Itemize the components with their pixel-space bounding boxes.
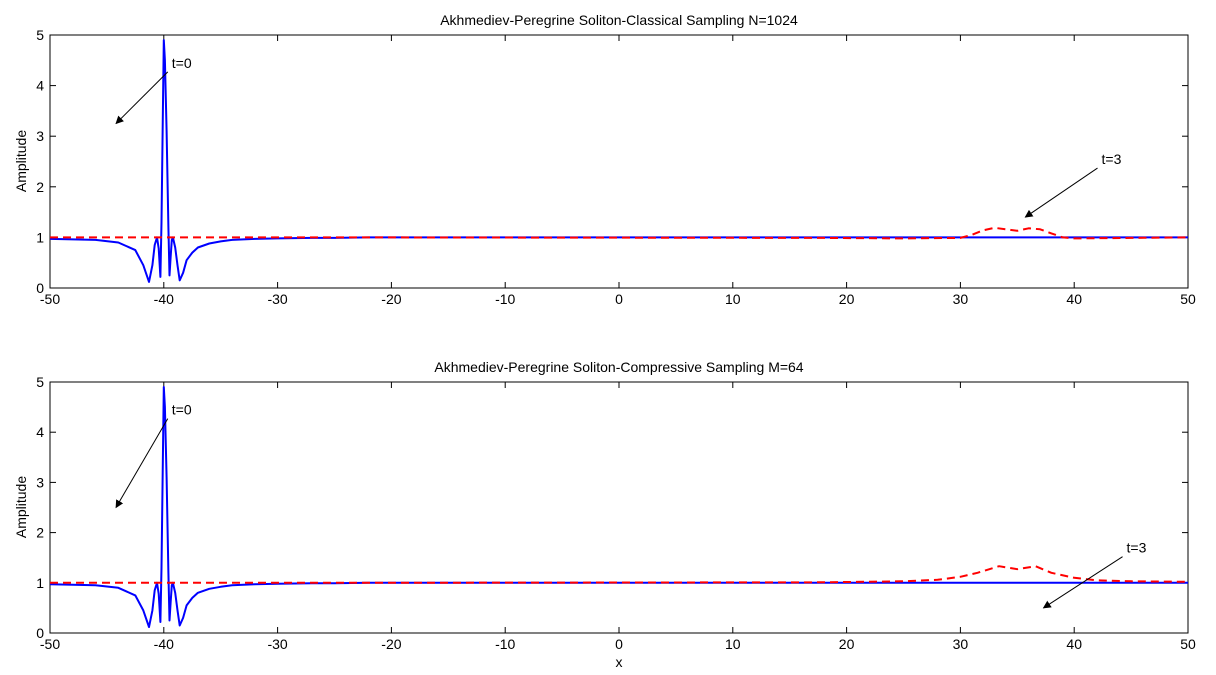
annotation-label: t=3 [1127, 540, 1147, 556]
plot-frame [49, 381, 1189, 634]
chart-title: Akhmediev-Peregrine Soliton-Compressive … [434, 359, 803, 375]
x-tick-label: 40 [1066, 291, 1082, 307]
x-tick-label: 10 [725, 636, 741, 652]
series-line-dashed [50, 565, 1189, 584]
plot-frame [49, 34, 1189, 289]
y-tick-label: 3 [36, 474, 44, 490]
plot-area [49, 39, 1189, 283]
x-tick-label: -10 [495, 291, 515, 307]
x-tick-label: 30 [953, 291, 969, 307]
y-tick-label: 0 [36, 280, 44, 296]
annotations: t=0 t=3 [115, 402, 1147, 609]
y-tick-label: 2 [36, 179, 44, 195]
y-tick-label: 4 [36, 78, 44, 94]
y-tick-label: 4 [36, 424, 44, 440]
x-tick-label: 0 [615, 636, 623, 652]
annotation-label: t=3 [1102, 151, 1122, 167]
x-tick-label: 50 [1180, 291, 1196, 307]
annotation-arrow [115, 71, 169, 125]
x-tick-label: 20 [839, 291, 855, 307]
top-subplot: Akhmediev-Peregrine Soliton-Classical Sa… [13, 12, 1196, 307]
annotation-arrow [1042, 556, 1123, 609]
x-tick-label: 0 [615, 291, 623, 307]
y-tick-label: 1 [36, 575, 44, 591]
x-tick-label: 40 [1066, 636, 1082, 652]
annotations: t=0 t=3 [115, 55, 1122, 218]
series-line-dashed [50, 226, 1189, 240]
plot-area [49, 386, 1189, 628]
x-tick-label: -50 [40, 291, 60, 307]
axis-ticks: -50 -40 -30 -20 -10 0 10 20 30 40 50 0 1 2 3 4 5 [36, 374, 1196, 652]
axis-ticks: -50 -40 -30 -20 -10 0 10 20 30 40 50 0 1 2 3 4 5 [36, 27, 1196, 307]
annotation-arrow [115, 418, 169, 509]
series-line-solid [49, 39, 1188, 283]
y-tick-label: 5 [36, 27, 44, 43]
x-tick-label: 20 [839, 636, 855, 652]
x-tick-label: -30 [267, 291, 287, 307]
x-tick-label: -40 [154, 291, 174, 307]
x-tick-label: -40 [154, 636, 174, 652]
annotation-label: t=0 [172, 402, 192, 418]
y-tick-label: 1 [36, 229, 44, 245]
annotation-arrow [1024, 167, 1098, 218]
x-tick-label: 10 [725, 291, 741, 307]
x-tick-label: 30 [953, 636, 969, 652]
y-tick-label: 0 [36, 625, 44, 641]
series-line-solid [49, 386, 1188, 628]
x-axis-label: x [616, 654, 623, 670]
annotation-label: t=0 [172, 55, 192, 71]
y-tick-label: 3 [36, 128, 44, 144]
y-tick-label: 2 [36, 525, 44, 541]
y-axis-label: Amplitude [13, 476, 29, 538]
x-tick-label: -50 [40, 636, 60, 652]
x-tick-label: -20 [381, 291, 401, 307]
y-axis-label: Amplitude [13, 130, 29, 192]
bottom-subplot: Akhmediev-Peregrine Soliton-Compressive … [13, 359, 1196, 670]
x-tick-label: -30 [267, 636, 287, 652]
x-tick-label: -10 [495, 636, 515, 652]
x-tick-label: 50 [1180, 636, 1196, 652]
chart-title: Akhmediev-Peregrine Soliton-Classical Sa… [440, 12, 798, 28]
y-tick-label: 5 [36, 374, 44, 390]
x-tick-label: -20 [381, 636, 401, 652]
